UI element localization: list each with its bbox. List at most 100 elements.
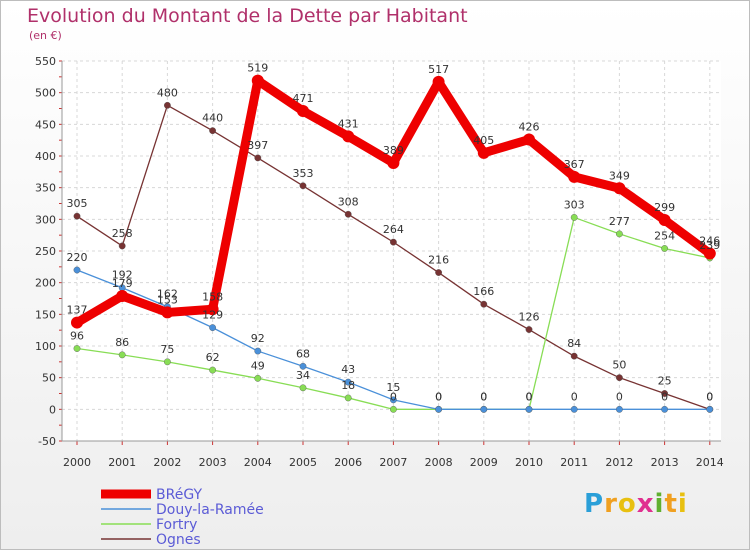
x-tick-label: 2006 xyxy=(334,456,362,469)
x-tick-label: 2000 xyxy=(63,456,91,469)
y-tick-label: 400 xyxy=(35,150,56,163)
data-label: 75 xyxy=(160,343,174,356)
data-point xyxy=(163,358,171,366)
data-label: 179 xyxy=(112,277,133,290)
data-label: 471 xyxy=(293,92,314,105)
x-tick-label: 2003 xyxy=(199,456,227,469)
y-tick-label: 350 xyxy=(35,182,56,195)
data-label: 367 xyxy=(564,158,585,171)
data-point xyxy=(389,238,397,246)
data-point xyxy=(209,127,217,135)
data-label: 192 xyxy=(112,269,133,282)
data-label: 426 xyxy=(519,121,540,134)
y-tick-label: 100 xyxy=(35,340,56,353)
x-tick-label: 2009 xyxy=(470,456,498,469)
data-label: 0 xyxy=(706,390,713,403)
data-label: 517 xyxy=(428,63,449,76)
data-label: 220 xyxy=(67,251,88,264)
data-point xyxy=(658,213,671,226)
data-label: 153 xyxy=(157,293,178,306)
data-point xyxy=(703,247,716,260)
x-tick-label: 2008 xyxy=(425,456,453,469)
data-label: 299 xyxy=(654,201,675,214)
data-label: 0 xyxy=(526,390,533,403)
data-point xyxy=(163,101,171,109)
data-label: 126 xyxy=(519,311,540,324)
chart-subtitle: (en €) xyxy=(29,29,62,42)
data-label: 0 xyxy=(435,390,442,403)
data-label: 397 xyxy=(247,139,268,152)
logo-letter: i xyxy=(677,489,688,519)
data-label: 349 xyxy=(609,169,630,182)
data-point xyxy=(344,394,352,402)
data-label: 137 xyxy=(67,304,88,317)
data-label: 84 xyxy=(567,337,581,350)
x-tick-label: 2011 xyxy=(560,456,588,469)
data-label: 129 xyxy=(202,309,223,322)
data-point xyxy=(71,316,83,329)
data-label: 431 xyxy=(338,117,359,130)
data-point xyxy=(525,405,533,413)
x-tick-label: 2010 xyxy=(515,456,543,469)
data-point xyxy=(344,378,352,386)
data-point xyxy=(73,345,81,352)
data-label: 0 xyxy=(616,390,623,403)
logo-letter: o xyxy=(617,489,637,519)
data-label: 0 xyxy=(661,390,668,403)
data-point xyxy=(254,374,262,382)
x-tick-label: 2005 xyxy=(289,456,317,469)
data-point xyxy=(570,405,578,413)
data-label: 239 xyxy=(699,239,720,252)
data-point xyxy=(661,405,668,413)
data-label: 0 xyxy=(480,390,487,403)
data-point xyxy=(118,242,126,250)
data-point xyxy=(251,74,264,87)
data-point xyxy=(299,182,307,190)
data-label: 519 xyxy=(247,62,268,75)
data-label: 258 xyxy=(112,227,133,240)
x-tick-label: 2014 xyxy=(696,456,724,469)
data-point xyxy=(344,210,352,218)
data-point xyxy=(432,75,445,88)
data-point xyxy=(525,326,533,333)
data-label: 166 xyxy=(473,285,494,298)
data-label: 246 xyxy=(699,235,720,248)
x-tick-label: 2007 xyxy=(379,456,407,469)
y-tick-label: 550 xyxy=(35,55,56,68)
logo-letter: i xyxy=(654,489,665,519)
data-label: 264 xyxy=(383,223,404,236)
data-label: 92 xyxy=(251,332,265,345)
y-tick-label: 500 xyxy=(35,87,56,100)
data-point xyxy=(299,362,307,370)
data-point xyxy=(389,396,397,404)
x-tick-label: 2013 xyxy=(651,456,679,469)
x-tick-label: 2012 xyxy=(605,456,633,469)
data-point xyxy=(568,170,581,183)
x-tick-label: 2001 xyxy=(108,456,136,469)
data-label: 0 xyxy=(706,390,713,403)
y-tick-label: 250 xyxy=(35,245,56,258)
data-point xyxy=(616,374,623,382)
data-label: 0 xyxy=(571,390,578,403)
data-point xyxy=(387,156,400,169)
data-label: 34 xyxy=(296,369,310,382)
series-3 xyxy=(73,101,714,413)
data-label: 18 xyxy=(341,379,355,392)
data-point xyxy=(706,405,714,413)
data-point xyxy=(209,366,217,374)
data-point xyxy=(435,405,442,413)
data-label: 96 xyxy=(70,330,84,343)
data-point xyxy=(254,154,262,162)
proxiti-logo: Proxiti xyxy=(584,489,688,519)
data-point xyxy=(73,212,81,220)
data-point xyxy=(342,130,355,143)
data-point xyxy=(435,269,442,276)
data-label: 0 xyxy=(390,390,397,403)
data-label: 0 xyxy=(435,390,442,403)
data-label: 305 xyxy=(67,197,88,210)
logo-letter: x xyxy=(636,489,655,519)
data-point xyxy=(613,182,626,195)
data-label: 353 xyxy=(293,167,314,180)
logo-letter: t xyxy=(664,489,678,519)
data-label: 62 xyxy=(206,351,220,364)
